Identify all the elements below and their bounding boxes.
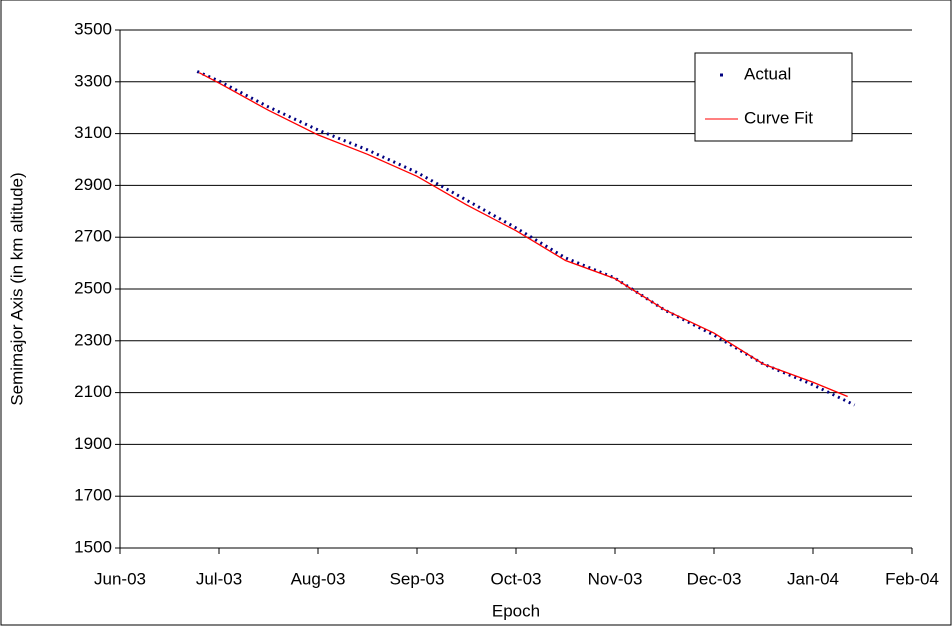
y-tick-label: 3100: [74, 123, 112, 142]
x-tick-label: Oct-03: [490, 569, 541, 588]
y-tick-label: 2100: [74, 382, 112, 401]
x-axis-title: Epoch: [492, 601, 540, 620]
y-tick-label: 3300: [74, 71, 112, 90]
legend-label: Curve Fit: [744, 108, 813, 127]
y-tick-label: 3500: [74, 19, 112, 38]
y-tick-label: 2700: [74, 227, 112, 246]
y-axis-title: Semimajor Axis (in km altitude): [7, 172, 26, 405]
y-tick-label: 2900: [74, 175, 112, 194]
series-line: [198, 72, 848, 398]
x-tick-label: Dec-03: [687, 569, 742, 588]
legend-box: [694, 52, 853, 142]
x-tick-label: Jul-03: [196, 569, 242, 588]
y-tick-label: 2500: [74, 278, 112, 297]
x-tick-label: Jan-04: [787, 569, 839, 588]
y-tick-label: 2300: [74, 330, 112, 349]
x-tick-label: Feb-04: [885, 569, 939, 588]
y-tick-label: 1500: [74, 537, 112, 556]
y-tick-label: 1900: [74, 434, 112, 453]
y-tick-label: 1700: [74, 486, 112, 505]
x-tick-label: Aug-03: [291, 569, 346, 588]
x-tick-label: Sep-03: [390, 569, 445, 588]
legend-label: Actual: [744, 64, 791, 83]
x-tick-label: Nov-03: [588, 569, 643, 588]
x-tick-label: Jun-03: [94, 569, 146, 588]
